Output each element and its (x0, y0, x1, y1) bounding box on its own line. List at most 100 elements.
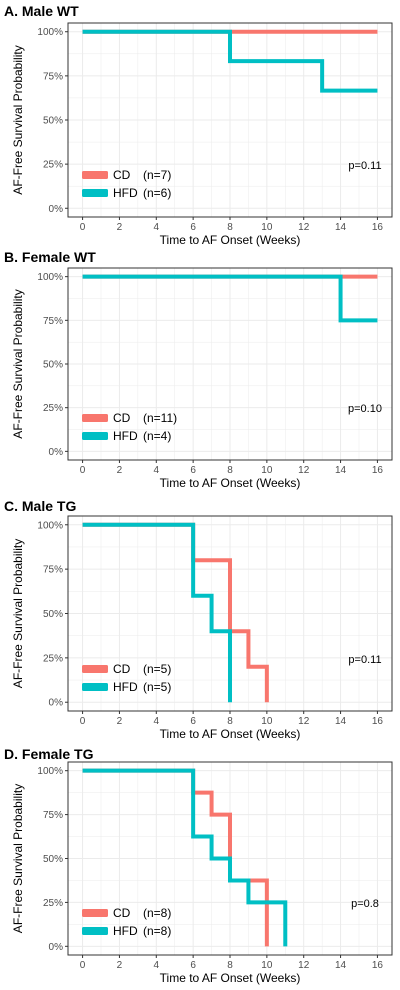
y-tick-label: 25% (43, 160, 63, 171)
x-tick-label: 16 (372, 222, 384, 233)
y-axis-title: AF-Free Survival Probability (11, 45, 25, 194)
y-tick-label: 0% (49, 447, 64, 458)
legend-n-label: (n=6) (143, 186, 171, 200)
y-tick-label: 50% (43, 360, 63, 371)
x-tick-label: 12 (298, 222, 310, 233)
y-tick-label: 100% (37, 272, 63, 283)
p-value-label: p=0.11 (348, 160, 381, 172)
y-axis-title: AF-Free Survival Probability (11, 289, 25, 438)
x-axis-title: Time to AF Onset (Weeks) (160, 971, 301, 985)
legend-label: CD (113, 906, 131, 920)
legend-label: CD (113, 168, 131, 182)
legend-label: HFD (113, 186, 138, 200)
x-tick-label: 14 (335, 716, 347, 727)
x-tick-label: 6 (190, 716, 196, 727)
panel-title: A. Male WT (4, 3, 79, 19)
series-line-hfd (82, 522, 232, 703)
legend-n-label: (n=8) (143, 906, 171, 920)
x-tick-label: 0 (80, 960, 86, 971)
x-tick-label: 0 (80, 465, 86, 476)
x-tick-label: 14 (335, 222, 347, 233)
y-tick-label: 25% (43, 403, 63, 414)
y-tick-label: 75% (43, 565, 63, 576)
y-tick-label: 75% (43, 71, 63, 82)
y-tick-label: 50% (43, 854, 63, 865)
legend-label: CD (113, 411, 131, 425)
x-tick-label: 16 (372, 960, 384, 971)
x-tick-label: 4 (154, 222, 160, 233)
x-axis-title: Time to AF Onset (Weeks) (160, 476, 301, 490)
x-tick-label: 4 (154, 716, 160, 727)
x-tick-label: 10 (261, 960, 273, 971)
panel-title: D. Female TG (4, 746, 94, 762)
x-tick-label: 12 (298, 716, 310, 727)
legend-swatch-cd (82, 171, 108, 179)
x-tick-label: 16 (372, 465, 384, 476)
x-tick-label: 16 (372, 716, 384, 727)
x-tick-label: 4 (154, 465, 160, 476)
x-tick-label: 6 (190, 222, 196, 233)
x-tick-label: 2 (117, 716, 123, 727)
x-tick-label: 2 (117, 465, 123, 476)
p-value-label: p=0.8 (351, 898, 379, 910)
x-tick-label: 10 (261, 465, 273, 476)
y-tick-label: 0% (49, 698, 64, 709)
y-tick-label: 0% (49, 942, 64, 953)
x-axis-title: Time to AF Onset (Weeks) (160, 727, 301, 741)
legend-swatch-hfd (82, 189, 108, 197)
x-tick-label: 6 (190, 465, 196, 476)
legend-n-label: (n=8) (143, 924, 171, 938)
y-tick-label: 100% (37, 766, 63, 777)
series-line-hfd (82, 274, 378, 323)
y-tick-label: 0% (49, 204, 64, 215)
chart-panel-2: B. Female WT 0 2 4 6 8 10 12 14 16 0% 25% 50% 75% 100%… (4, 249, 393, 490)
panel-title: C. Male TG (4, 498, 76, 514)
x-tick-label: 8 (227, 465, 233, 476)
legend-swatch-cd (82, 414, 108, 422)
panel-title: B. Female WT (4, 249, 96, 265)
y-tick-label: 25% (43, 653, 63, 664)
x-tick-label: 4 (154, 960, 160, 971)
p-value-label: p=0.11 (348, 654, 381, 666)
x-tick-label: 8 (227, 716, 233, 727)
legend-n-label: (n=5) (143, 680, 171, 694)
x-tick-label: 14 (335, 465, 347, 476)
chart-panel-4: D. Female TG 0 2 4 6 8 10 12 14 16 0% 25% 50% 75% 100%… (4, 746, 393, 985)
x-axis-title: Time to AF Onset (Weeks) (160, 233, 301, 247)
x-tick-label: 0 (80, 222, 86, 233)
chart-panel-3: C. Male TG 0 2 4 6 8 10 12 14 16 0% 25% 50% 75% 100% Ti… (4, 498, 393, 741)
series-line-hfd (82, 768, 288, 947)
p-value-label: p=0.10 (348, 403, 382, 415)
legend-swatch-cd (82, 665, 108, 673)
y-tick-label: 100% (37, 520, 63, 531)
legend-swatch-hfd (82, 927, 108, 935)
y-tick-label: 100% (37, 27, 63, 38)
x-tick-label: 14 (335, 960, 347, 971)
legend-label: HFD (113, 680, 138, 694)
legend-swatch-hfd (82, 683, 108, 691)
legend-n-label: (n=7) (143, 168, 171, 182)
y-axis-title: AF-Free Survival Probability (11, 784, 25, 933)
y-axis-title: AF-Free Survival Probability (11, 539, 25, 688)
x-tick-label: 12 (298, 465, 310, 476)
legend-n-label: (n=4) (143, 429, 171, 443)
legend-swatch-cd (82, 909, 108, 917)
legend-n-label: (n=5) (143, 662, 171, 676)
y-tick-label: 25% (43, 898, 63, 909)
y-tick-label: 50% (43, 609, 63, 620)
x-tick-label: 0 (80, 716, 86, 727)
chart-panel-1: A. Male WT 0 2 4 6 8 10 12 14 16 0% 25% 50% 75% 100% Ti… (4, 3, 393, 247)
x-tick-label: 10 (261, 716, 273, 727)
x-tick-label: 2 (117, 960, 123, 971)
x-tick-label: 12 (298, 960, 310, 971)
legend-label: CD (113, 662, 131, 676)
legend-n-label: (n=11) (143, 411, 177, 425)
y-tick-label: 75% (43, 810, 63, 821)
series-line-hfd (82, 29, 378, 93)
x-tick-label: 6 (190, 960, 196, 971)
x-tick-label: 8 (227, 222, 233, 233)
legend-label: HFD (113, 429, 138, 443)
x-tick-label: 2 (117, 222, 123, 233)
legend-label: HFD (113, 924, 138, 938)
